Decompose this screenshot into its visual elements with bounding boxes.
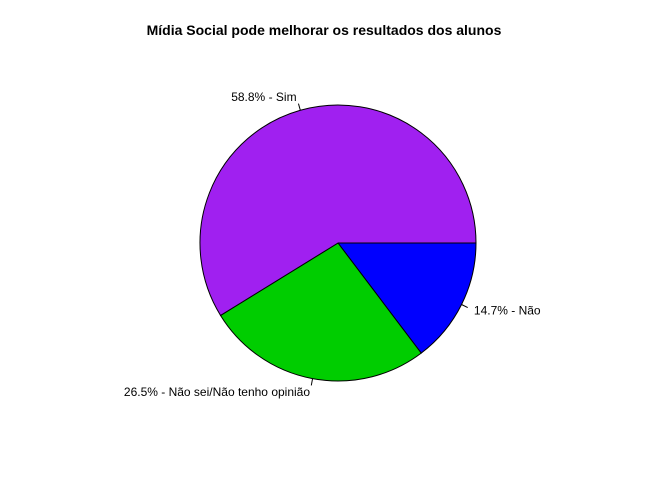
pie-label-3: 58.8% - Sim <box>231 90 296 104</box>
pie-label-2: 26.5% - Não sei/Não tenho opinião <box>124 385 310 399</box>
pie-label-tick-3 <box>297 103 301 111</box>
pie-slice-3 <box>199 104 477 317</box>
pie-label-1: 14.7% - Não <box>474 304 541 318</box>
pie-label-tick-1 <box>461 304 468 309</box>
pie-label-tick-2 <box>310 378 314 386</box>
pie-slice-2 <box>219 242 422 382</box>
chart-title: Mídia Social pode melhorar os resultados… <box>146 22 502 38</box>
